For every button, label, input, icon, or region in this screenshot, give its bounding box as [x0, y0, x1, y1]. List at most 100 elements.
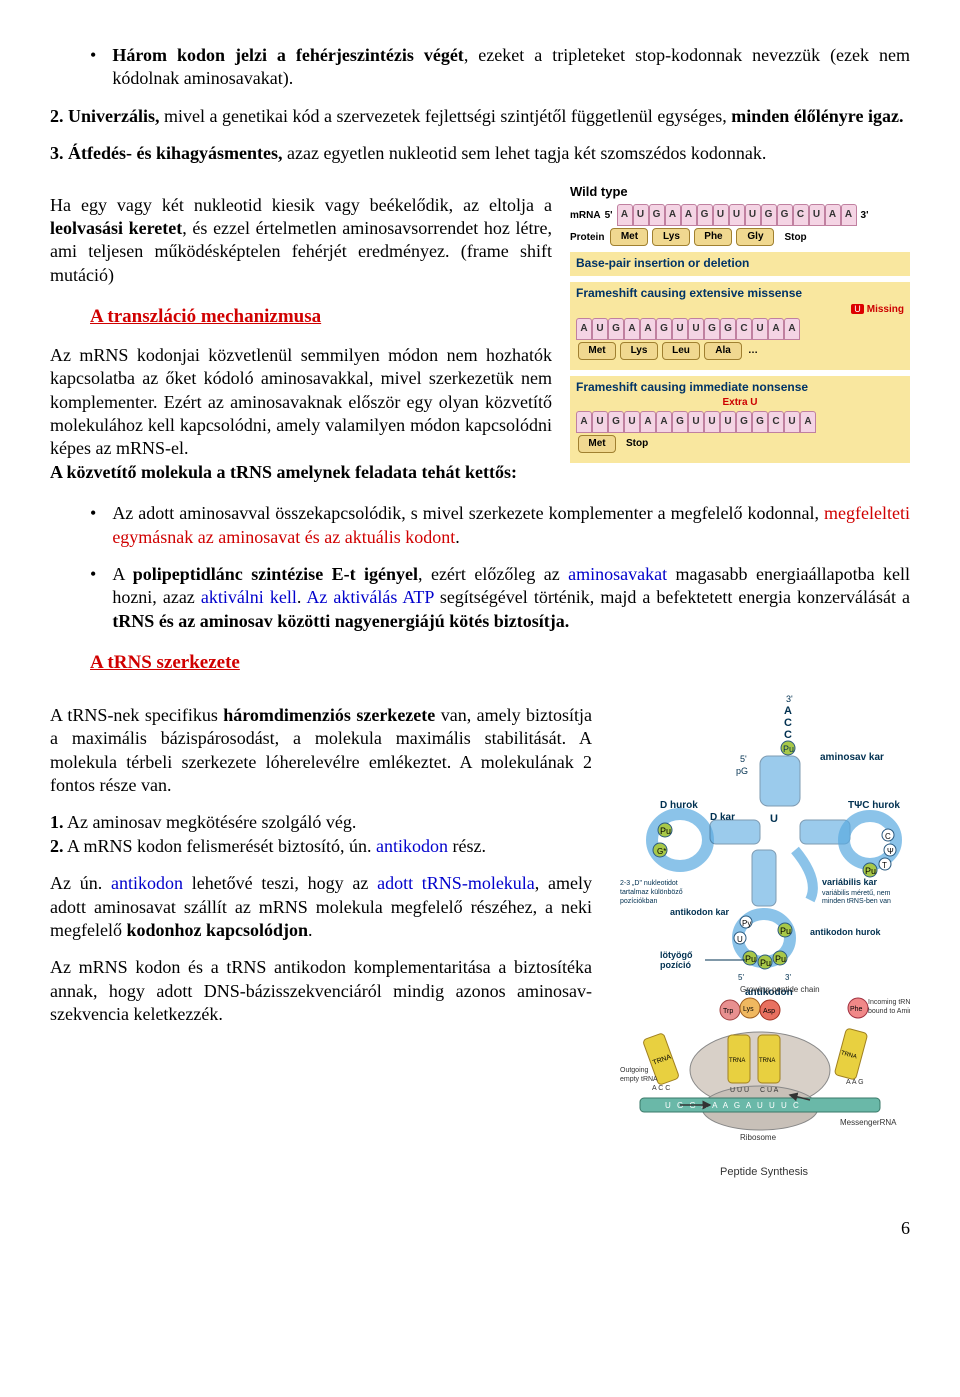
text: Az mRNS kodon és a tRNS antikodon komple…: [50, 957, 592, 1024]
svg-text:empty tRNA: empty tRNA: [620, 1076, 658, 1083]
list-trns2: 2. A mRNS kodon felismerését biztosító, …: [50, 835, 592, 858]
label-5prime: 5': [740, 754, 747, 764]
nucleotide: U: [688, 318, 704, 340]
bullet-kov1: • Az adott aminosavval összekapcsolódik,…: [90, 502, 910, 549]
nucleotide: U: [745, 204, 761, 226]
label-band: Base-pair insertion or deletion: [570, 252, 910, 276]
svg-text:Incoming tRNA: Incoming tRNA: [868, 999, 910, 1006]
nucleotide: G: [608, 411, 624, 433]
heading-transzlacio: A transzláció mechanizmusa: [90, 305, 552, 330]
num: 2.: [50, 836, 64, 856]
text: .: [297, 587, 307, 607]
nucleotide: U: [688, 411, 704, 433]
label-fs2: Frameshift causing immediate nonsense: [576, 380, 904, 396]
svg-text:Phe: Phe: [850, 1006, 863, 1013]
label-mrna: MessengerRNA: [840, 1118, 897, 1127]
nucleotide: A: [800, 411, 816, 433]
label-u: U: [851, 304, 864, 314]
svg-text:pG: pG: [736, 766, 748, 776]
text: , ezért előzőleg az: [418, 564, 568, 584]
nucleotide: A: [656, 411, 672, 433]
text: Univerzális,: [68, 106, 160, 126]
label-5prime: 5': [605, 209, 613, 222]
nucleotide: G: [697, 204, 713, 226]
label-antikodon-kar: antikodon kar: [670, 907, 730, 917]
svg-text:Trp: Trp: [723, 1008, 733, 1015]
num: 2.: [50, 106, 68, 126]
para-frameshift: Ha egy vagy két nukleotid kiesik vagy be…: [50, 194, 552, 288]
bullet-marker: •: [90, 502, 96, 549]
para-trns1: A tRNS-nek specifikus háromdimenziós sze…: [50, 704, 592, 798]
text: A mRNS kodon felismerését biztosító, ún.: [64, 836, 377, 856]
text: leolvasási keretet: [50, 218, 182, 238]
svg-text:tartalmaz különböző: tartalmaz különböző: [620, 889, 683, 896]
label-wild-type: Wild type: [570, 184, 910, 201]
text: antikodon: [111, 873, 183, 893]
nucleotide: G: [649, 204, 665, 226]
bullet-kov2: • A polipeptidlánc szintézise E-t igénye…: [90, 563, 910, 633]
text: Ha egy vagy két nukleotid kiesik vagy be…: [50, 195, 552, 215]
nucleotide: A: [784, 318, 800, 340]
text: .: [308, 920, 313, 940]
figure-trna: 3' A C C Pu 5' pG aminosav kar D hurok D…: [610, 690, 910, 1006]
label-growing: Growing peptide chain: [740, 985, 820, 994]
svg-text:A C C: A C C: [652, 1085, 670, 1092]
nucleotide: G: [761, 204, 777, 226]
text: Az aminosav megkötésére szolgáló vég.: [64, 812, 357, 832]
nucleotide: U: [592, 318, 608, 340]
svg-text:C U A: C U A: [760, 1087, 779, 1094]
bullet-marker: •: [90, 563, 96, 633]
label-ribosome: Ribosome: [740, 1133, 777, 1142]
label-d-note: 2-3 „D" nukleotidot: [620, 880, 678, 887]
text: A tRNS-nek specifikus: [50, 705, 223, 725]
label-3prime: 3': [786, 694, 793, 704]
text: A közvetítő molekula a tRNS amelynek fel…: [50, 462, 517, 482]
amino-acid: Ala: [704, 342, 742, 360]
svg-text:Pu: Pu: [783, 744, 794, 754]
two-col-frameshift: Ha egy vagy két nukleotid kiesik vagy be…: [50, 180, 910, 499]
nucleotide: U: [729, 204, 745, 226]
svg-text:G*: G*: [657, 847, 666, 856]
item-2: 2. Univerzális, mivel a genetikai kód a …: [50, 105, 910, 128]
svg-text:pozíciókban: pozíciókban: [620, 898, 657, 905]
svg-text:TRNA: TRNA: [759, 1058, 775, 1064]
nucleotide: G: [752, 411, 768, 433]
nucleotide: U: [784, 411, 800, 433]
svg-text:C: C: [784, 729, 792, 741]
amino-acid: Lys: [620, 342, 658, 360]
text: adott tRNS-molekula: [377, 873, 535, 893]
text: Átfedés- és kihagyásmentes,: [68, 143, 282, 163]
nucleotide: U: [704, 411, 720, 433]
label-d-hurok: D hurok: [660, 800, 698, 811]
label-var-kar: variábilis kar: [822, 877, 878, 887]
svg-text:minden tRNS-ben van: minden tRNS-ben van: [822, 898, 891, 905]
nucleotide: G: [777, 204, 793, 226]
nucleotide: A: [624, 318, 640, 340]
svg-text:pozíció: pozíció: [660, 960, 692, 970]
nucleotide: C: [736, 318, 752, 340]
nucleotide: A: [825, 204, 841, 226]
label-lotyogo: lötyögő: [660, 950, 693, 960]
label-aminosav-kar: aminosav kar: [820, 752, 884, 763]
nucleotide: U: [752, 318, 768, 340]
label-antikodon-hurok: antikodon hurok: [810, 927, 881, 937]
svg-text:A: A: [784, 705, 792, 717]
nucleotide: G: [720, 318, 736, 340]
nucleotide: A: [841, 204, 857, 226]
label-missing: Missing: [867, 304, 904, 315]
text: antikodon: [376, 836, 448, 856]
nucleotide: A: [640, 411, 656, 433]
svg-text:Lys: Lys: [743, 1006, 754, 1013]
nucleotide: C: [768, 411, 784, 433]
nucleotide: U: [720, 411, 736, 433]
text: Az mRNS kodonjai közvetlenül semmilyen m…: [50, 345, 552, 459]
heading-trns: A tRNS szerkezete: [90, 651, 910, 676]
text: A: [112, 564, 132, 584]
amino-acid: Met: [578, 435, 616, 453]
nucleotide: G: [736, 411, 752, 433]
label-fs1: Frameshift causing extensive missense: [576, 286, 904, 302]
label-title: Peptide Synthesis: [720, 1166, 809, 1178]
svg-text:variábilis méretű, nem: variábilis méretű, nem: [822, 890, 891, 897]
text: polipeptidlánc szintézise E-t igényel: [133, 564, 418, 584]
nucleotide: G: [656, 318, 672, 340]
